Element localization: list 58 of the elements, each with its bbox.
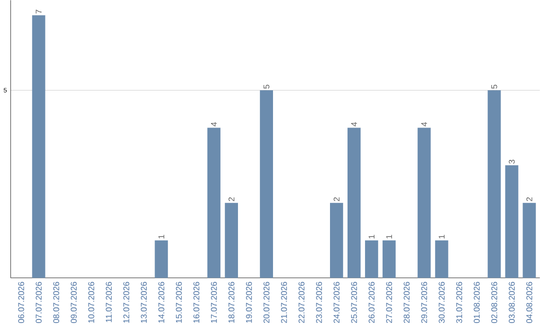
data-label: 1	[158, 234, 164, 239]
bar	[418, 128, 431, 278]
x-tick-label: 10.07.2026	[88, 282, 94, 323]
x-tick-label: 22.07.2026	[298, 282, 304, 324]
x-tick-label: 09.07.2026	[70, 282, 77, 324]
bar	[154, 240, 168, 278]
bar	[260, 90, 274, 278]
x-tick-label: 31.07.2026	[456, 282, 462, 324]
x-tick-label: 12.07.2026	[123, 282, 130, 323]
x-tick-label: 25.07.2026	[351, 282, 358, 324]
bar	[207, 128, 220, 278]
data-label: 2	[526, 197, 532, 202]
x-tick-label: 08.07.2026	[53, 282, 60, 324]
x-tick-label: 19.07.2026	[246, 282, 252, 323]
x-tick-label: 20.07.2026	[264, 282, 270, 324]
x-tick-label: 24.07.2026	[334, 282, 340, 324]
bar	[382, 240, 396, 278]
bar	[365, 240, 378, 278]
x-tick-label: 02.08.2026	[491, 282, 498, 324]
data-label: 4	[421, 122, 428, 126]
x-tick-label: 29.07.2026	[421, 282, 428, 324]
x-tick-label: 04.08.2026	[526, 282, 532, 324]
data-label: 2	[228, 197, 234, 202]
bar	[435, 240, 448, 278]
x-tick-label: 07.07.2026	[36, 282, 42, 324]
bar	[505, 165, 518, 278]
x-tick-label: 06.07.2026	[18, 282, 24, 324]
bar	[224, 202, 238, 278]
x-tick-label: 18.07.2026	[228, 282, 234, 323]
x-tick-label: 11.07.2026	[106, 282, 112, 322]
data-label: 3	[508, 160, 515, 164]
data-label: 1	[438, 234, 445, 239]
data-label: 5	[264, 84, 270, 89]
bar	[522, 202, 536, 278]
x-tick-label: 16.07.2026	[193, 282, 200, 323]
data-label: 1	[368, 234, 374, 239]
x-tick-label: 21.07.2026	[281, 282, 287, 324]
data-label: 4	[351, 122, 357, 126]
x-tick-label: 28.07.2026	[404, 282, 410, 324]
x-tick-label: 30.07.2026	[438, 282, 445, 324]
x-tick-label: 17.07.2026	[210, 282, 217, 323]
x-tick-label: 15.07.2026	[176, 282, 182, 323]
x-tick-label: 26.07.2026	[368, 282, 375, 324]
data-label: 5	[491, 84, 498, 89]
data-label: 7	[36, 10, 42, 14]
x-tick-label: 03.08.2026	[508, 282, 515, 324]
bar	[348, 128, 361, 278]
x-tick-label: 01.08.2026	[474, 282, 480, 324]
x-tick-label: 14.07.2026	[158, 282, 164, 323]
data-label: 4	[211, 122, 217, 126]
x-tick-label: 13.07.2026	[140, 282, 147, 323]
bar	[32, 15, 46, 278]
bar	[488, 90, 501, 278]
bar	[330, 202, 344, 278]
x-tick-label: 27.07.2026	[386, 282, 392, 324]
data-label: 1	[386, 234, 392, 239]
x-tick-label: 23.07.2026	[316, 282, 322, 324]
data-label: 2	[334, 197, 340, 202]
